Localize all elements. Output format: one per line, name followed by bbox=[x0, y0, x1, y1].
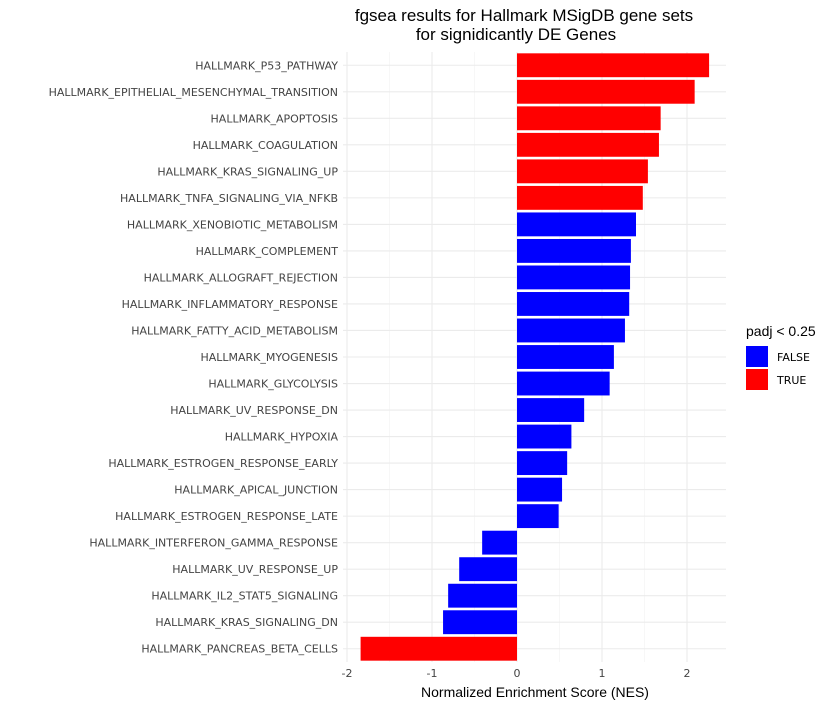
bar-hallmark-apoptosis bbox=[517, 106, 661, 131]
category-label-hallmark-apoptosis: HALLMARK_APOPTOSIS bbox=[211, 112, 338, 125]
legend-label-false: FALSE bbox=[777, 351, 810, 364]
bar-hallmark-fatty-acid-metabolism bbox=[517, 318, 625, 343]
legend-key-false bbox=[746, 346, 768, 367]
chart-title: fgsea results for Hallmark MSigDB gene s… bbox=[355, 6, 693, 25]
category-label-hallmark-complement: HALLMARK_COMPLEMENT bbox=[196, 245, 339, 258]
category-label-hallmark-kras-signaling-up: HALLMARK_KRAS_SIGNALING_UP bbox=[157, 165, 338, 178]
bar-hallmark-glycolysis bbox=[517, 371, 610, 396]
category-label-hallmark-interferon-gamma-response: HALLMARK_INTERFERON_GAMMA_RESPONSE bbox=[89, 537, 338, 550]
category-label-hallmark-hypoxia: HALLMARK_HYPOXIA bbox=[225, 431, 339, 444]
bar-hallmark-myogenesis bbox=[517, 345, 614, 369]
category-label-hallmark-apical-junction: HALLMARK_APICAL_JUNCTION bbox=[174, 484, 338, 497]
category-label-hallmark-fatty-acid-metabolism: HALLMARK_FATTY_ACID_METABOLISM bbox=[131, 324, 338, 337]
bar-hallmark-inflammatory-response bbox=[517, 292, 630, 316]
category-labels: HALLMARK_P53_PATHWAY HALLMARK_EPITHELIAL_… bbox=[49, 59, 339, 655]
bar-hallmark-kras-signaling-up bbox=[517, 159, 648, 184]
x-tick-label: 1 bbox=[599, 667, 606, 680]
category-label-hallmark-allograft-rejection: HALLMARK_ALLOGRAFT_REJECTION bbox=[144, 271, 338, 284]
x-tick-label: 0 bbox=[514, 667, 521, 680]
bar-hallmark-complement bbox=[517, 238, 631, 263]
category-label-hallmark-tnfa-signaling-via-nfkb: HALLMARK_TNFA_SIGNALING_VIA_NFKB bbox=[120, 192, 338, 205]
bar-hallmark-tnfa-signaling-via-nfkb bbox=[517, 185, 643, 210]
legend-label-true: TRUE bbox=[776, 374, 806, 387]
legend-items: FALSE TRUE bbox=[746, 346, 810, 390]
bar-hallmark-interferon-gamma-response bbox=[482, 530, 517, 555]
bar-hallmark-apical-junction bbox=[517, 477, 563, 502]
bar-hallmark-estrogen-response-early bbox=[517, 451, 568, 476]
category-label-hallmark-pancreas-beta-cells: HALLMARK_PANCREAS_BETA_CELLS bbox=[141, 643, 338, 656]
bar-hallmark-coagulation bbox=[517, 132, 659, 157]
category-label-hallmark-il2-stat5-signaling: HALLMARK_IL2_STAT5_SIGNALING bbox=[151, 590, 338, 603]
x-tick-label: 2 bbox=[684, 667, 691, 680]
legend-title: padj < 0.25 bbox=[746, 323, 816, 339]
bar-hallmark-epithelial-mesenchymal-transition bbox=[517, 79, 695, 104]
bar-hallmark-il2-stat5-signaling bbox=[448, 583, 517, 608]
bar-hallmark-allograft-rejection bbox=[517, 265, 631, 290]
category-label-hallmark-p53-pathway: HALLMARK_P53_PATHWAY bbox=[195, 59, 338, 72]
bar-layer bbox=[360, 53, 710, 661]
category-label-hallmark-uv-response-dn: HALLMARK_UV_RESPONSE_DN bbox=[170, 404, 338, 417]
legend: padj < 0.25 FALSE TRUE bbox=[746, 323, 816, 390]
category-label-hallmark-myogenesis: HALLMARK_MYOGENESIS bbox=[200, 351, 338, 364]
category-label-hallmark-uv-response-up: HALLMARK_UV_RESPONSE_UP bbox=[172, 563, 338, 576]
category-label-hallmark-epithelial-mesenchymal-transition: HALLMARK_EPITHELIAL_MESENCHYMAL_TRANSITI… bbox=[49, 86, 338, 99]
x-axis-label: Normalized Enrichment Score (NES) bbox=[421, 684, 649, 700]
x-tick-label: -1 bbox=[427, 667, 438, 680]
bar-hallmark-p53-pathway bbox=[517, 53, 710, 78]
x-tick-label: -2 bbox=[342, 667, 353, 680]
legend-key-true bbox=[746, 369, 768, 390]
category-label-hallmark-estrogen-response-early: HALLMARK_ESTROGEN_RESPONSE_EARLY bbox=[108, 457, 338, 470]
category-label-hallmark-kras-signaling-dn: HALLMARK_KRAS_SIGNALING_DN bbox=[155, 616, 338, 629]
category-label-hallmark-inflammatory-response: HALLMARK_INFLAMMATORY_RESPONSE bbox=[122, 298, 338, 311]
chart-subtitle: for signidicantly DE Genes bbox=[416, 25, 616, 44]
category-label-hallmark-estrogen-response-late: HALLMARK_ESTROGEN_RESPONSE_LATE bbox=[115, 510, 338, 523]
category-label-hallmark-coagulation: HALLMARK_COAGULATION bbox=[193, 139, 338, 152]
bar-hallmark-hypoxia bbox=[517, 424, 572, 449]
bar-hallmark-xenobiotic-metabolism bbox=[517, 212, 636, 237]
bar-hallmark-pancreas-beta-cells bbox=[360, 636, 517, 661]
category-label-hallmark-xenobiotic-metabolism: HALLMARK_XENOBIOTIC_METABOLISM bbox=[127, 218, 338, 231]
bar-hallmark-uv-response-dn bbox=[517, 398, 585, 422]
x-tick-labels: -2 -1 0 1 2 bbox=[342, 667, 691, 680]
bar-hallmark-uv-response-up bbox=[459, 557, 517, 582]
bar-hallmark-estrogen-response-late bbox=[517, 504, 559, 529]
bar-hallmark-kras-signaling-dn bbox=[443, 610, 517, 635]
category-label-hallmark-glycolysis: HALLMARK_GLYCOLYSIS bbox=[208, 378, 338, 391]
